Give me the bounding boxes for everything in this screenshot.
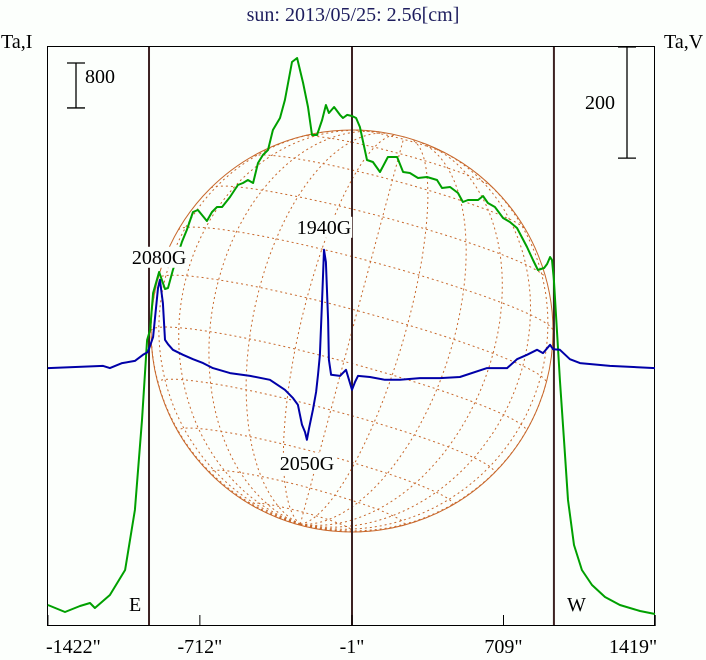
plot-frame	[47, 46, 655, 626]
latitude-line	[150, 326, 527, 432]
polarization-scale-bar: 200	[585, 46, 636, 159]
annotations: 2080G 1940G 2050G	[130, 216, 353, 475]
latitude-line	[253, 154, 526, 229]
chart-title: sun: 2013/05/25: 2.56[cm]	[247, 4, 460, 26]
intensity-scale-label: 800	[85, 66, 115, 88]
latitude-line	[210, 185, 546, 278]
annotation-background	[130, 246, 188, 268]
east-limb-label: E	[129, 594, 141, 616]
latitude-line	[178, 226, 554, 331]
limb-lines	[148, 47, 555, 625]
intensity-scale-bar: 800	[67, 62, 115, 109]
annotation-background	[295, 216, 353, 238]
annotation-background	[278, 452, 336, 474]
right-axis-label: Ta,V	[664, 31, 704, 53]
longitude-line	[178, 129, 369, 525]
longitude-line	[299, 136, 405, 525]
x-tick-label: 1419"	[609, 636, 657, 658]
x-tick-label: -1422"	[46, 636, 101, 658]
annotation-label: 2050G	[280, 453, 334, 475]
annotation-label: 2080G	[132, 247, 186, 269]
longitude-line	[300, 523, 306, 527]
x-tick-label: 709"	[484, 636, 522, 658]
x-tick-label: -712"	[177, 636, 222, 658]
longitude-line	[282, 134, 397, 525]
longitude-line	[208, 130, 383, 525]
longitude-line	[300, 138, 429, 525]
annotation-label: 1940G	[297, 217, 351, 239]
x-axis: -1422" -712" -1" 709" 1419"	[46, 615, 657, 658]
left-axis-label: Ta,I	[1, 31, 32, 53]
longitude-line	[300, 143, 503, 526]
longitude-line	[300, 382, 547, 532]
longitude-line	[300, 172, 549, 530]
longitude-line	[158, 131, 324, 525]
latitude-line	[209, 469, 405, 526]
longitude-line	[300, 148, 532, 528]
series-V-line	[47, 248, 656, 441]
polarization-scale-label: 200	[585, 92, 615, 114]
west-limb-label: W	[567, 594, 586, 616]
x-tick-label: -1"	[340, 636, 365, 658]
